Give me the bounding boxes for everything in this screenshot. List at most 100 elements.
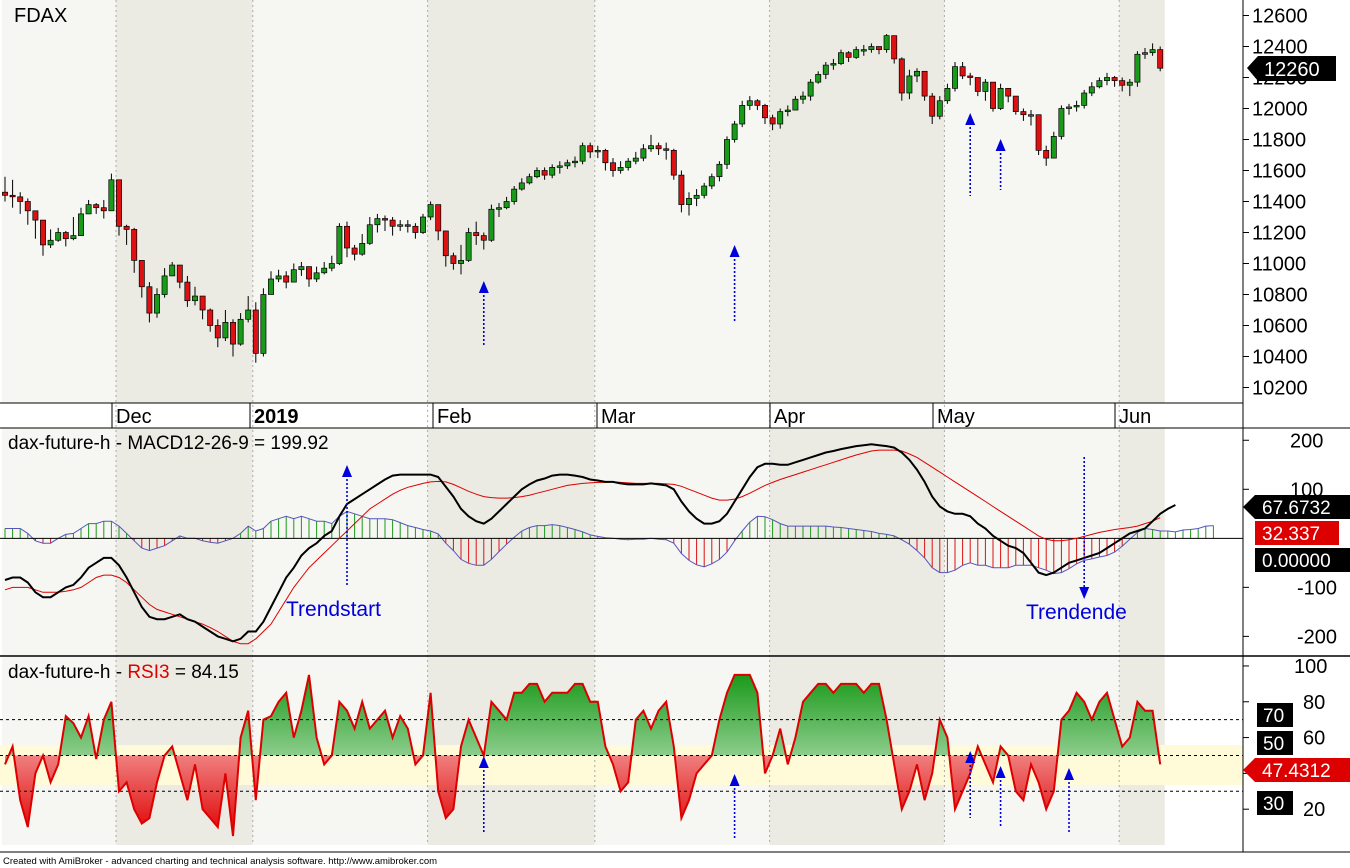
candle [610,158,616,177]
candle [404,220,411,233]
candle [146,282,153,323]
candle [306,266,312,287]
candle [754,99,761,111]
candle [891,35,898,64]
candle [442,230,449,267]
svg-text:30: 30 [1263,794,1284,815]
candle [40,219,46,256]
svg-text:32.337: 32.337 [1262,524,1320,545]
candle [275,269,282,283]
candle [762,103,768,124]
candle [572,156,578,168]
rsi-tick-label: 20 [1303,799,1325,821]
candle [359,234,366,256]
candle [1028,110,1034,126]
candle [670,148,677,180]
candle [9,179,16,208]
candle [990,81,996,112]
candle [1012,95,1019,115]
candle [214,319,221,348]
candle [974,77,981,97]
candle [1126,79,1133,97]
rsi-tick-label: 60 [1303,728,1325,750]
candle [1157,46,1164,72]
candle [952,62,958,92]
rsi-70-label: 70 [1257,703,1293,727]
gridlines [115,0,1120,845]
candle [100,199,107,219]
candle [959,62,966,80]
month-shade [116,428,253,656]
candle [906,69,913,100]
month-label: 2019 [254,406,299,428]
month-shade [427,0,595,403]
signal-arrow [995,139,1006,190]
macd-line [4,443,1176,643]
candle [845,51,852,62]
price-tick-label: 12000 [1252,99,1308,121]
candle [24,198,31,225]
candle [807,79,814,101]
date-axis-labels: Dec 2019 Feb Mar Apr May Jun [111,403,1151,428]
candle [549,164,556,179]
candlestick-series [2,34,1164,363]
signal-arrow [478,281,489,345]
candle [290,263,297,283]
candle [716,161,723,182]
candle [602,148,609,171]
candle [518,178,525,191]
signal-arrows [342,113,1090,838]
candle [2,176,8,202]
candle [625,158,632,171]
candle [640,144,647,162]
candle [769,114,776,131]
candle [1104,72,1110,86]
svg-text:0.00000: 0.00000 [1262,551,1331,572]
candle [739,100,746,128]
signal-arrow [478,756,489,833]
month-shade [769,0,945,403]
candle [450,252,457,270]
candle [176,264,183,289]
candle [579,142,586,165]
candle [1142,48,1148,59]
candle [351,244,358,261]
candle [997,83,1004,111]
candle [1020,108,1027,121]
candle [777,108,784,129]
svg-text:67.6732: 67.6732 [1262,498,1331,519]
rsi-pane-title: dax-future-h - RSI3 = 84.15 [8,662,239,683]
candle [693,189,700,207]
candle [32,210,39,239]
candle [868,43,875,53]
candle [85,199,92,215]
macd-tick-label: -200 [1297,626,1337,648]
candle [556,161,563,174]
candle [17,192,24,214]
candle [792,96,799,111]
candle [853,46,860,59]
month-shade [252,0,428,403]
signal-arrow [965,751,976,818]
trendende-annotation: Trendende [1026,601,1127,624]
candle [838,49,844,66]
month-label: May [937,406,975,428]
candle [245,296,252,323]
candle [1005,87,1012,103]
candle [784,105,791,117]
candle [731,120,738,143]
candle [321,261,328,275]
signal-arrow [1064,768,1074,833]
price-tick-label: 12400 [1252,37,1308,59]
candle [587,142,594,159]
candle [108,173,115,212]
candle [746,96,753,111]
candle [1088,82,1095,97]
candle [1081,89,1088,109]
rsi-30-label: 30 [1257,791,1293,815]
candle [1096,77,1103,89]
candle [199,295,206,320]
candle [503,196,510,210]
month-label: Dec [116,406,152,428]
